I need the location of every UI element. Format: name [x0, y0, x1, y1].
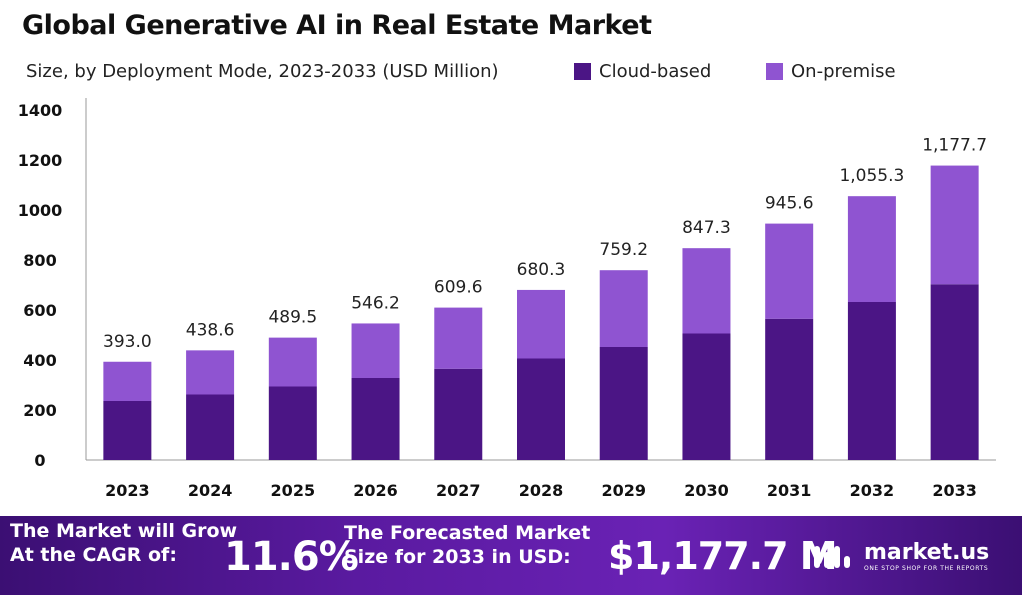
legend-swatch-on-premise	[766, 63, 783, 80]
bar-cloud-based	[268, 386, 317, 460]
y-tick-label: 1000	[18, 201, 63, 220]
bar-on-premise	[682, 248, 731, 334]
x-tick-label: 2029	[601, 481, 646, 500]
y-tick-label: 0	[34, 451, 45, 470]
y-tick-label: 1400	[18, 101, 63, 120]
bar-on-premise	[268, 337, 317, 387]
bar-on-premise	[434, 307, 483, 369]
x-tick-label: 2028	[519, 481, 564, 500]
y-tick-label: 200	[23, 401, 56, 420]
bar-cloud-based	[930, 284, 979, 460]
y-tick-label: 400	[23, 351, 56, 370]
total-data-label: 945.6	[765, 194, 814, 214]
total-data-label: 680.3	[517, 260, 566, 280]
x-tick-label: 2033	[932, 481, 977, 500]
forecast-size-value: $1,177.7 M	[608, 534, 838, 578]
bar-cloud-based	[434, 368, 483, 460]
bar-cloud-based	[682, 333, 731, 460]
legend-item-on-premise: On-premise	[766, 61, 896, 82]
total-data-label: 489.5	[268, 308, 317, 328]
legend-label-cloud-based: Cloud-based	[599, 61, 712, 82]
bar-cloud-based	[765, 318, 814, 460]
x-tick-label: 2027	[436, 481, 481, 500]
bar-on-premise	[930, 165, 979, 285]
bar-on-premise	[103, 361, 152, 401]
brand-name: market.us	[864, 540, 990, 565]
x-tick-label: 2030	[684, 481, 729, 500]
bar-cloud-based	[599, 347, 648, 460]
bar-cloud-based	[517, 358, 565, 460]
total-data-label: 609.6	[434, 278, 483, 298]
y-tick-label: 600	[23, 301, 56, 320]
total-data-label: 393.0	[103, 332, 152, 352]
legend-label-on-premise: On-premise	[791, 61, 896, 82]
x-tick-label: 2031	[767, 481, 812, 500]
footer-banner: The Market will Grow At the CAGR of: 11.…	[0, 516, 1022, 595]
bar-on-premise	[351, 323, 400, 378]
chart-subtitle: Size, by Deployment Mode, 2023-2033 (USD…	[26, 61, 499, 82]
total-data-label: 759.2	[599, 240, 648, 260]
total-data-label: 847.3	[682, 218, 731, 238]
bar-cloud-based	[847, 302, 896, 460]
brand-logo: market.us ONE STOP SHOP FOR THE REPORTS	[812, 542, 989, 572]
bar-cloud-based	[103, 401, 152, 460]
bar-on-premise	[765, 223, 814, 319]
bar-on-premise	[517, 289, 565, 359]
legend-item-cloud-based: Cloud-based	[574, 61, 711, 82]
x-tick-label: 2025	[271, 481, 316, 500]
total-data-label: 1,177.7	[922, 136, 987, 156]
legend-swatch-cloud-based	[574, 63, 591, 80]
forecast-size-label: The Forecasted Market Size for 2033 in U…	[344, 522, 591, 568]
bar-on-premise	[186, 350, 235, 395]
cagr-label: The Market will Grow At the CAGR of:	[10, 520, 238, 566]
bar-on-premise	[599, 270, 648, 347]
total-data-label: 546.2	[351, 293, 400, 313]
bar-cloud-based	[351, 378, 400, 460]
x-tick-label: 2026	[353, 481, 398, 500]
brand-tagline: ONE STOP SHOP FOR THE REPORTS	[864, 565, 989, 572]
bar-on-premise	[847, 196, 896, 302]
total-data-label: 438.6	[186, 320, 235, 340]
x-tick-label: 2032	[850, 481, 895, 500]
bar-chart: 0 200 400 600 800 1000 1200 1400 393.0 2023 438.6 2…	[18, 98, 996, 500]
chart-title: Global Generative AI in Real Estate Mark…	[22, 10, 652, 41]
bar-cloud-based	[186, 394, 235, 460]
y-tick-label: 800	[23, 251, 56, 270]
market-us-logo-icon	[814, 546, 850, 568]
cagr-value: 11.6%	[224, 534, 359, 580]
x-tick-label: 2023	[105, 481, 150, 500]
y-tick-label: 1200	[18, 151, 63, 170]
x-tick-label: 2024	[188, 481, 233, 500]
total-data-label: 1,055.3	[839, 166, 904, 186]
